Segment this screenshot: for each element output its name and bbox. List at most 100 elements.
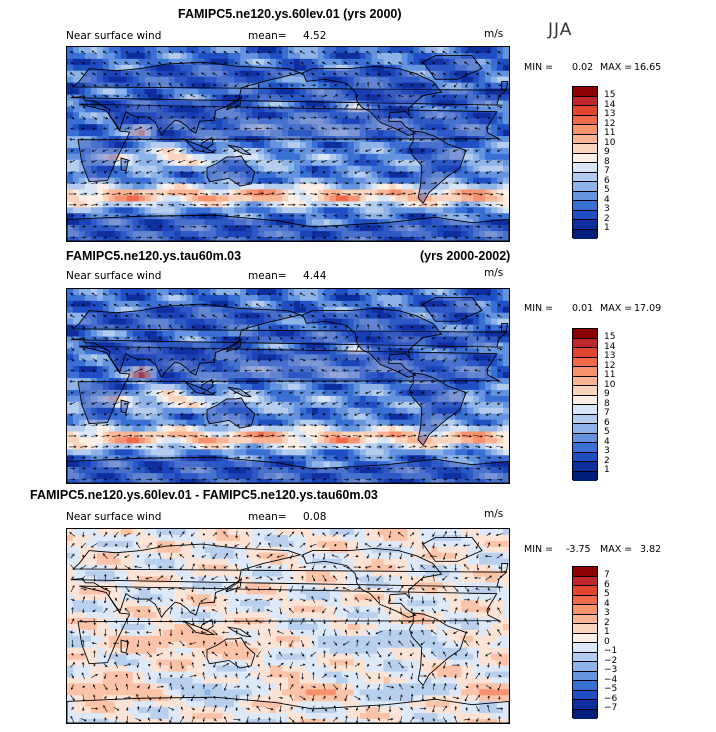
- field-cell: [168, 64, 176, 72]
- field-cell: [317, 130, 325, 137]
- wind-vector: [200, 192, 209, 196]
- field-cell: [383, 94, 391, 101]
- field-cell: [317, 171, 325, 179]
- field-cell: [132, 306, 140, 314]
- wind-vector: [201, 116, 206, 119]
- field-cell: [204, 189, 211, 196]
- field-cell: [353, 237, 361, 241]
- field-cell: [198, 100, 205, 107]
- wind-vector: [169, 82, 173, 88]
- wind-vector: [464, 51, 469, 54]
- field-cell: [383, 419, 391, 427]
- field-cell: [449, 106, 456, 113]
- wind-vector: [145, 149, 152, 152]
- field-cell: [377, 165, 385, 173]
- field-cell: [479, 419, 486, 427]
- field-cell: [431, 395, 438, 403]
- field-cell: [84, 348, 92, 355]
- field-cell: [353, 407, 361, 415]
- field-cell: [389, 112, 397, 119]
- field-cell: [431, 324, 438, 332]
- field-cell: [389, 395, 397, 403]
- field-cell: [437, 336, 444, 343]
- field-cell: [282, 130, 289, 137]
- field-cell: [371, 342, 379, 349]
- field-cell: [84, 64, 92, 72]
- field-cell: [413, 294, 420, 302]
- field-cell: [222, 112, 229, 119]
- field-cell: [443, 312, 450, 320]
- field-cell: [78, 100, 86, 107]
- field-cell: [126, 348, 134, 355]
- field-cell: [84, 219, 92, 226]
- field-cell: [150, 300, 158, 308]
- wind-vector: [299, 181, 307, 185]
- field-cell: [359, 147, 367, 155]
- field-cell: [353, 171, 361, 179]
- field-cell: [126, 425, 134, 433]
- field-cell: [449, 354, 456, 361]
- wind-vector: [354, 236, 361, 239]
- field-cell: [365, 419, 373, 427]
- field-cell: [359, 289, 367, 296]
- wind-vector: [147, 94, 151, 98]
- field-cell: [234, 413, 241, 421]
- field-cell: [455, 213, 462, 220]
- field-cell: [353, 165, 361, 173]
- field-cell: [276, 300, 283, 308]
- field-cell: [252, 300, 259, 308]
- wind-vector: [376, 62, 381, 65]
- field-cell: [485, 407, 492, 415]
- wind-vector: [398, 51, 403, 54]
- field-cell: [395, 413, 402, 421]
- field-cell: [395, 395, 402, 403]
- field-cell: [383, 112, 391, 119]
- field-cell: [461, 354, 468, 361]
- field-cell: [198, 312, 205, 320]
- field-cell: [144, 100, 152, 107]
- field-cell: [198, 318, 205, 326]
- field-cell: [204, 88, 211, 96]
- field-cell: [299, 106, 307, 113]
- field-cell: [150, 82, 158, 90]
- field-cell: [389, 219, 397, 226]
- field-cell: [234, 70, 241, 78]
- field-cell: [258, 300, 265, 308]
- field-cell: [204, 201, 211, 208]
- field-cell: [485, 165, 492, 173]
- field-cell: [311, 336, 319, 343]
- field-cell: [150, 294, 158, 302]
- panel-2-units: m/s: [484, 267, 504, 279]
- field-cell: [120, 82, 128, 90]
- field-cell: [299, 165, 307, 173]
- field-cell: [479, 153, 486, 161]
- field-cell: [96, 237, 104, 241]
- field-cell: [222, 336, 229, 343]
- field-cell: [67, 171, 74, 179]
- field-cell: [132, 100, 140, 107]
- field-cell: [329, 82, 337, 90]
- wind-vector: [387, 61, 393, 65]
- field-cell: [425, 360, 432, 367]
- field-cell: [84, 330, 92, 338]
- wind-vector: [464, 236, 470, 239]
- field-cell: [437, 354, 444, 361]
- field-cell: [174, 237, 181, 241]
- field-cell: [401, 112, 408, 119]
- field-cell: [138, 130, 146, 137]
- field-cell: [288, 183, 295, 191]
- wind-vector: [321, 116, 328, 119]
- field-cell: [132, 360, 140, 367]
- field-cell: [503, 100, 509, 107]
- field-cell: [455, 47, 462, 54]
- field-cell: [204, 425, 211, 433]
- field-cell: [210, 360, 217, 367]
- field-cell: [371, 124, 379, 131]
- field-cell: [84, 237, 92, 241]
- field-cell: [96, 384, 104, 391]
- field-cell: [90, 360, 98, 367]
- field-cell: [102, 413, 110, 421]
- field-cell: [395, 124, 402, 131]
- field-cell: [407, 225, 414, 232]
- field-cell: [293, 318, 301, 326]
